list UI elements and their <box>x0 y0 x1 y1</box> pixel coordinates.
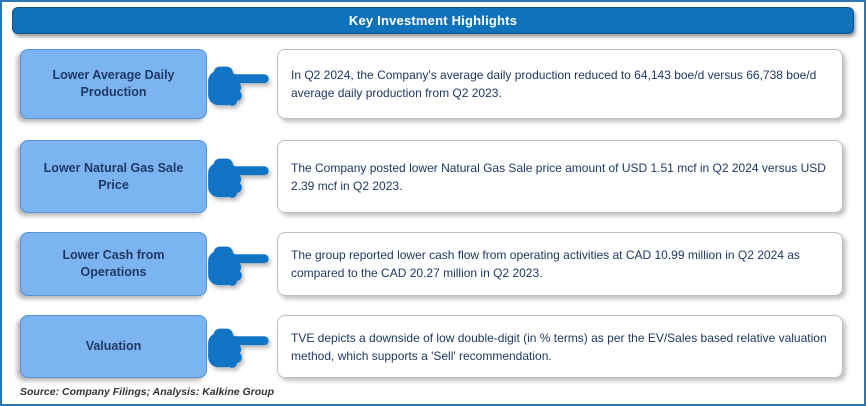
text-box-production: In Q2 2024, the Company's average daily … <box>277 49 843 119</box>
hand-pointing-right-icon <box>204 61 270 108</box>
pointer-cell <box>207 49 277 119</box>
hand-pointing-right-icon <box>204 153 270 200</box>
label-text: Lower Natural Gas Sale Price <box>43 160 184 192</box>
label-box-valuation: Valuation <box>20 315 207 378</box>
pointer-cell <box>207 232 277 296</box>
highlight-text: The group reported lower cash flow from … <box>291 248 800 280</box>
text-box-valuation: TVE depicts a downside of low double-dig… <box>277 315 843 378</box>
pointer-cell <box>207 315 277 378</box>
title-bar: Key Investment Highlights <box>12 7 854 34</box>
highlight-text: In Q2 2024, the Company's average daily … <box>291 68 817 100</box>
label-text: Lower Average Daily Production <box>52 68 175 99</box>
label-box-production: Lower Average Daily Production <box>20 49 207 119</box>
hand-pointing-right-icon <box>204 323 270 370</box>
highlight-text: TVE depicts a downside of low double-dig… <box>291 330 827 363</box>
label-text: Valuation <box>85 339 142 354</box>
hand-pointing-right-icon <box>204 241 270 288</box>
page-title: Key Investment Highlights <box>348 13 518 28</box>
label-box-gas-price: Lower Natural Gas Sale Price <box>20 140 207 213</box>
highlight-row-valuation: Valuation TVE depicts a downside of low … <box>20 315 843 378</box>
source-note: Source: Company Filings; Analysis: Kalki… <box>20 386 274 398</box>
pointer-cell <box>207 140 277 213</box>
highlight-text: The Company posted lower Natural Gas Sal… <box>291 160 826 193</box>
text-box-cash-flow: The group reported lower cash flow from … <box>277 232 843 296</box>
highlight-row-cash-flow: Lower Cash from Operations The group rep… <box>20 232 843 296</box>
highlight-row-production: Lower Average Daily Production In Q2 202… <box>20 49 843 119</box>
label-text: Lower Cash from Operations <box>62 248 165 279</box>
highlight-row-gas-price: Lower Natural Gas Sale Price The Company… <box>20 140 843 213</box>
label-box-cash-flow: Lower Cash from Operations <box>20 232 207 296</box>
text-box-gas-price: The Company posted lower Natural Gas Sal… <box>277 140 843 213</box>
